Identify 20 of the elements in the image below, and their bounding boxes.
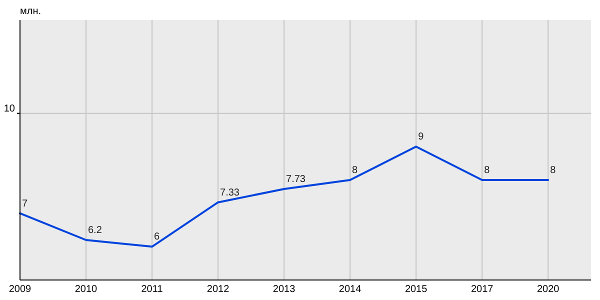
data-label: 7.73	[286, 174, 306, 185]
data-label: 7.33	[220, 187, 240, 198]
x-tick-label: 2013	[272, 284, 296, 295]
data-label: 7	[22, 198, 28, 210]
x-tick-label: 2014	[338, 284, 362, 295]
data-label: 8	[550, 165, 556, 176]
data-label: 6.2	[88, 225, 102, 236]
data-label: 8	[352, 165, 358, 176]
x-tick-label: 2012	[206, 284, 230, 295]
x-tick-label: 2010	[74, 284, 98, 295]
y-axis-title: млн.	[20, 6, 42, 17]
data-label: 9	[418, 132, 424, 143]
data-label: 8	[484, 165, 490, 176]
ref-line-label: 10	[4, 103, 16, 114]
x-tick-label: 2015	[404, 284, 428, 295]
x-tick-label: 2011	[141, 284, 164, 295]
x-tick-label: 2020	[536, 284, 560, 295]
x-tick-label: 2009	[8, 284, 32, 295]
x-tick-label: 2017	[470, 284, 494, 295]
data-label: 6	[154, 232, 160, 243]
